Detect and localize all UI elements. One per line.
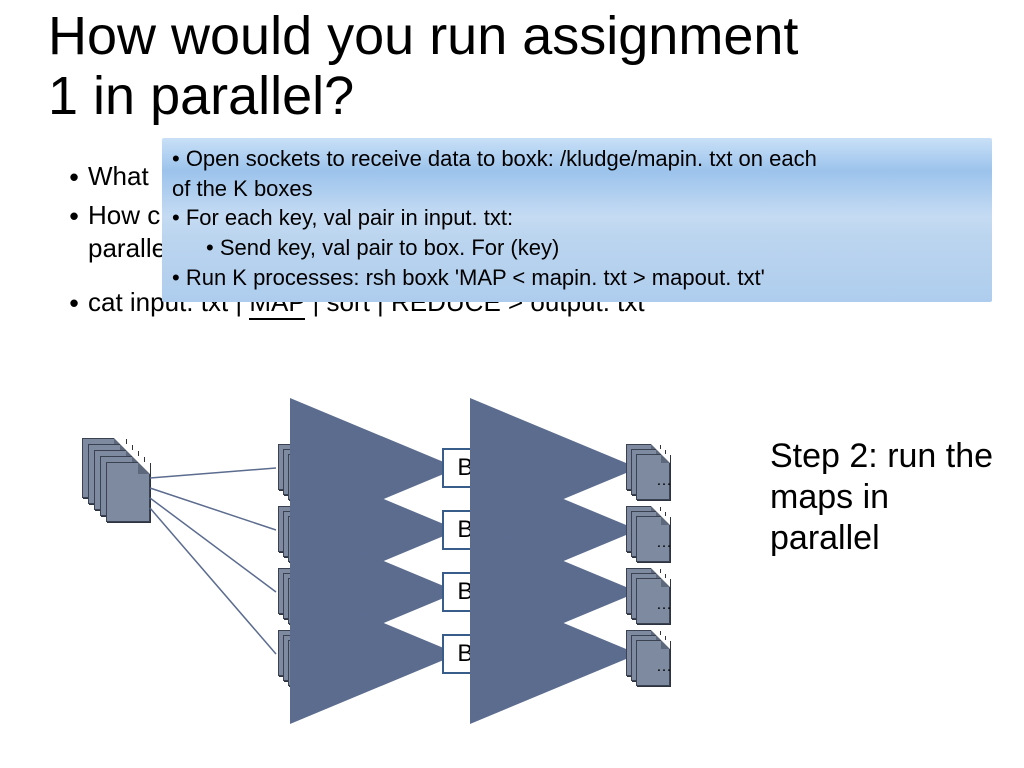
dots-4: … <box>656 658 674 676</box>
arrow-box-out-4 <box>0 0 1024 768</box>
